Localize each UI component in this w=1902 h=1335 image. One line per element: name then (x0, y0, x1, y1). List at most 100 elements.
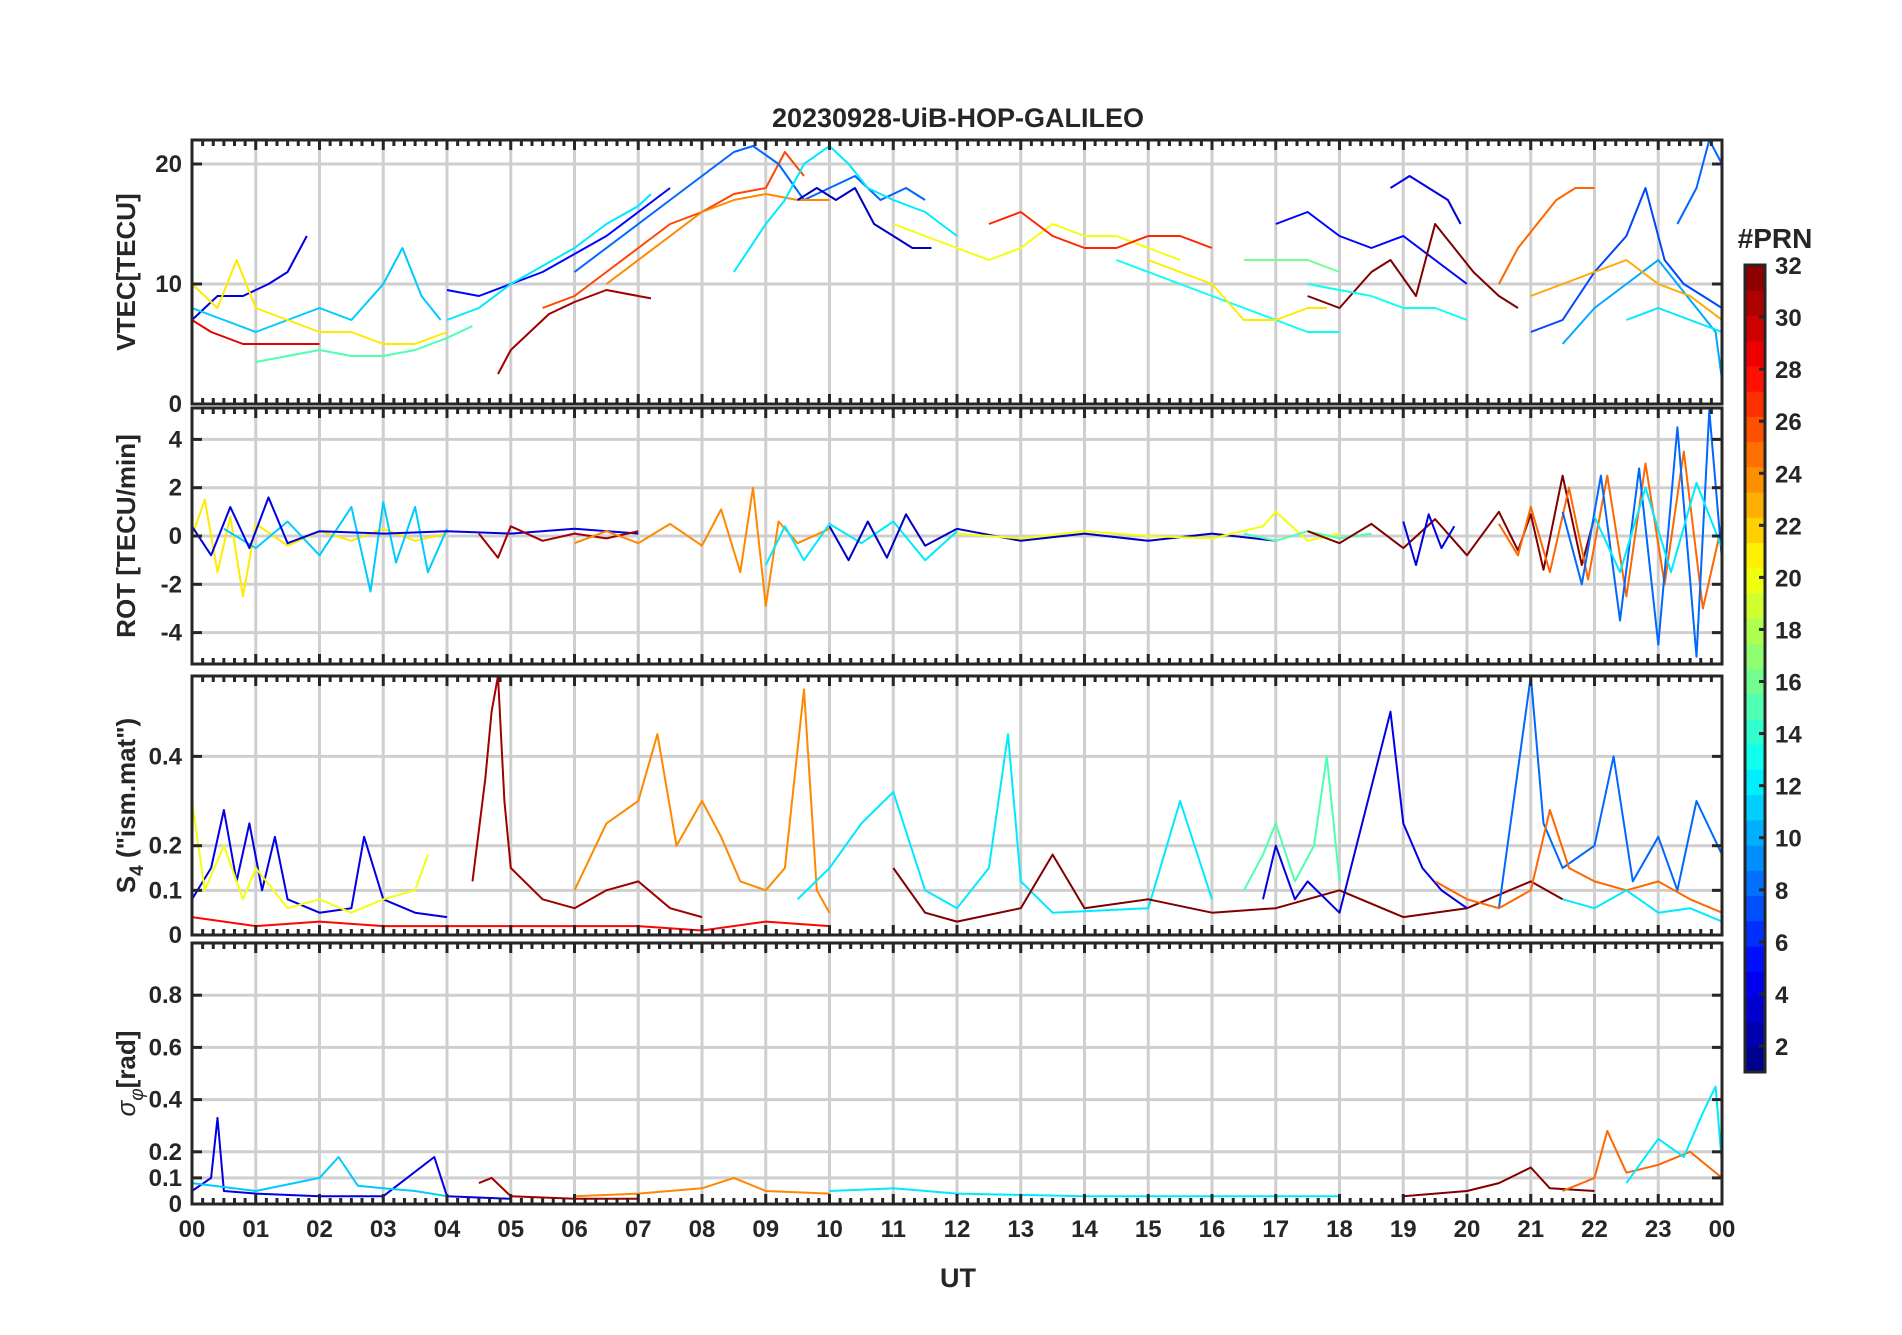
series-line-prn-4 (1262, 710, 1468, 914)
series-line-prn-8 (573, 145, 926, 273)
colorbar-swatch (1745, 618, 1765, 644)
series-group (192, 676, 1722, 932)
x-tick-label: 01 (242, 1216, 269, 1243)
series-line-prn-32 (892, 853, 1564, 923)
colorbar-tick-label: 28 (1775, 357, 1802, 384)
colorbar-swatch (1745, 920, 1765, 947)
y-tick-label: 2 (169, 475, 182, 502)
colorbar-tick-label: 32 (1775, 253, 1802, 280)
y-axis-label-tail: ("ism.mat") (111, 718, 141, 865)
series-line-prn-21 (1147, 259, 1327, 321)
colorbar-swatch (1745, 542, 1765, 569)
colorbar-tick-label: 14 (1775, 722, 1802, 749)
axes-frame (190, 941, 1724, 1206)
x-tick-label: 15 (1135, 1216, 1162, 1243)
series-line-prn-31 (497, 289, 652, 375)
colorbar-swatch (1745, 845, 1765, 871)
colorbar-swatch (1745, 718, 1765, 745)
colorbar-swatch (1745, 996, 1765, 1023)
series-line-prn-12 (1593, 481, 1722, 574)
y-tick-label: 0 (169, 523, 182, 550)
x-tick-label: 04 (434, 1216, 461, 1243)
colorbar-tick-label: 10 (1775, 826, 1802, 853)
series-line-prn-4 (1402, 513, 1456, 566)
series-line-prn-10 (1561, 259, 1722, 381)
y-axis-label-main: σ (111, 1099, 141, 1116)
x-tick-label: 16 (1199, 1216, 1226, 1243)
y-axis-label: S4 ("ism.mat") (111, 718, 148, 893)
series-line-prn-3 (797, 187, 932, 249)
series-line-prn-12 (796, 733, 1213, 914)
series-line-prn-4 (192, 496, 639, 557)
series-line-prn-4 (192, 235, 308, 321)
colorbar-swatch (1745, 1046, 1765, 1073)
panel-vtec: 0 10 20 VTEC[TECU] (111, 138, 1724, 418)
series-line-prn-12 (1562, 889, 1722, 923)
colorbar-tick-label: 30 (1775, 305, 1802, 332)
colorbar-swatch (1745, 945, 1765, 972)
x-tick-label: 19 (1390, 1216, 1417, 1243)
series-line-prn-31 (478, 1176, 639, 1200)
series-line-prn-20 (892, 223, 1181, 261)
series-line-prn-20 (192, 800, 429, 914)
panel-s4: 00.10.20.4S4 ("ism.mat") (111, 674, 1724, 949)
y-tick-label: -4 (161, 620, 183, 647)
series-line-prn-26 (542, 151, 805, 309)
colorbar-tick-label: 4 (1775, 982, 1789, 1009)
y-tick-label: 0 (169, 922, 182, 949)
y-tick-label: 0 (169, 391, 182, 418)
panel-rot: -4 -2 0 2 4 ROT [TECU/min] (111, 406, 1724, 666)
y-axis-label-tail: [rad] (111, 1031, 141, 1089)
colorbar-swatch (1745, 971, 1765, 997)
colorbar-swatch (1745, 340, 1765, 367)
x-tick-label: 20 (1454, 1216, 1481, 1243)
series-line-prn-25 (1434, 809, 1722, 914)
series-line-prn-13 (1116, 259, 1340, 333)
y-tick-label: 0.2 (149, 1139, 182, 1166)
colorbar-swatch (1745, 769, 1765, 796)
y-tick-label: 0.1 (149, 1165, 182, 1192)
series-line-prn-27 (988, 211, 1213, 249)
colorbar-swatch (1745, 895, 1765, 922)
colorbar-frame (1743, 263, 1767, 1074)
y-axis-label: σφ[rad] (111, 1031, 148, 1117)
series-line-prn-24 (605, 193, 830, 285)
colorbar-swatch (1745, 870, 1765, 897)
series-line-prn-20 (956, 510, 1340, 542)
series-line-prn-7 (1530, 187, 1722, 333)
series-line-prn-13 (1307, 283, 1468, 321)
series-line-prn-8 (1561, 409, 1722, 658)
series-line-prn-32 (1307, 223, 1519, 309)
x-tick-label: 09 (752, 1216, 779, 1243)
y-axis-label: VTEC[TECU] (111, 193, 141, 350)
series-line-prn-11 (223, 501, 448, 593)
series-line-prn-24 (573, 688, 831, 914)
x-tick-label: 06 (561, 1216, 588, 1243)
colorbar-tick-label: 6 (1775, 930, 1788, 957)
colorbar-tick-label: 8 (1775, 878, 1788, 905)
x-tick-label: 07 (625, 1216, 652, 1243)
series-line-prn-12 (764, 520, 958, 566)
series-line-prn-25 (1498, 187, 1595, 285)
panel-sigma_phi: 00.10.20.40.60.8σφ[rad] (111, 941, 1724, 1218)
series-line-prn-4 (192, 809, 448, 919)
x-tick-label: 03 (370, 1216, 397, 1243)
colorbar-swatch (1745, 643, 1765, 670)
series-line-prn-12 (446, 193, 652, 321)
colorbar-swatch (1745, 265, 1765, 291)
y-tick-label: 0.6 (149, 1034, 182, 1061)
series-line-prn-11 (192, 247, 442, 333)
y-axis-label-main: S (111, 876, 141, 893)
y-axis-label: ROT [TECU/min] (111, 434, 141, 638)
series-line-prn-8 (1676, 140, 1722, 225)
y-tick-label: 0.4 (149, 743, 183, 770)
x-tick-label: 18 (1326, 1216, 1353, 1243)
series-line-prn-5 (446, 187, 671, 297)
series-line-prn-8 (1497, 676, 1722, 909)
series-line-prn-12 (1626, 307, 1722, 333)
y-tick-label: 0.2 (149, 833, 182, 860)
